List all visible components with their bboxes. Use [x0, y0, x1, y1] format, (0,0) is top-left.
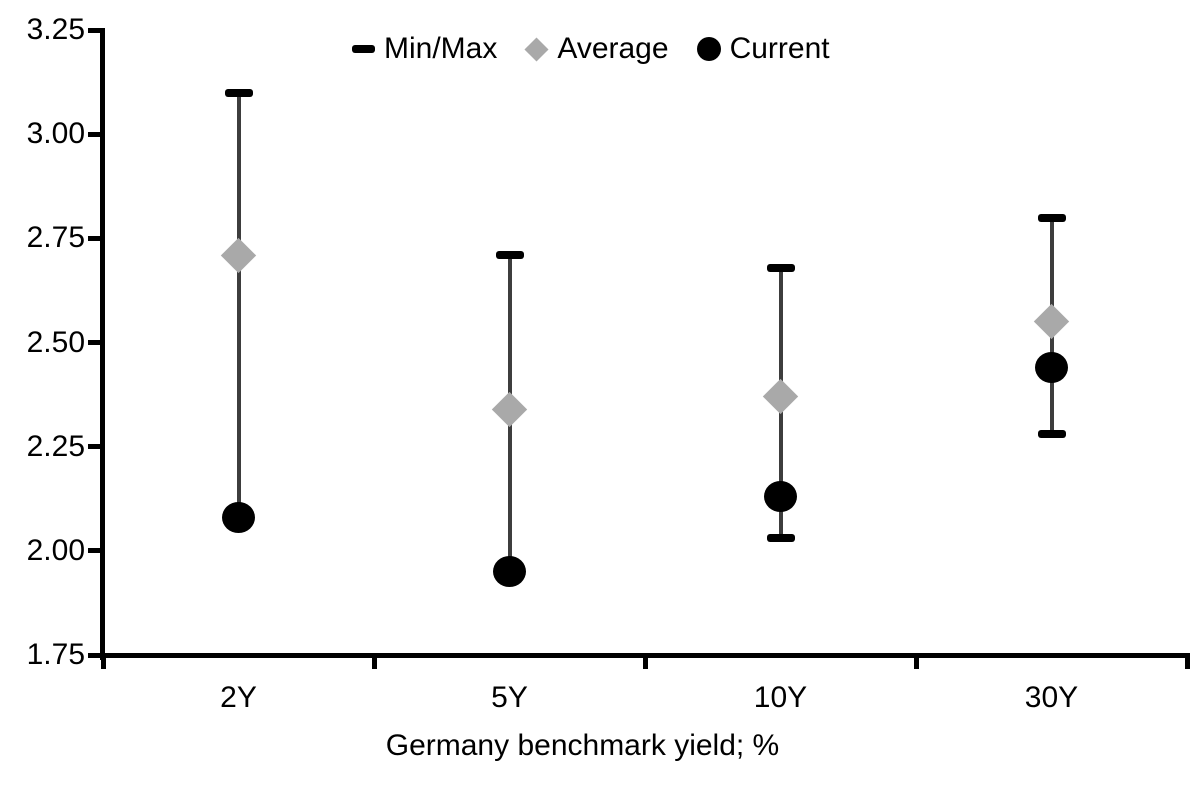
min-cap [766, 534, 795, 543]
legend-item-current: Current [696, 32, 830, 66]
y-tick-label: 2.00 [26, 533, 85, 567]
x-tick-label: 10Y [753, 681, 808, 714]
x-axis-title: Germany benchmark yield; % [385, 729, 780, 762]
legend-label-current: Current [729, 32, 830, 65]
x-tick-label: 30Y [1024, 681, 1079, 714]
min-cap [1037, 430, 1066, 439]
max-cap [766, 263, 795, 272]
y-tick-label: 3.25 [26, 13, 85, 46]
x-axis-tick [371, 653, 377, 669]
x-axis-tick [913, 653, 919, 669]
minmax-range-line [236, 92, 241, 518]
x-axis-tick [1184, 653, 1190, 669]
average-diamond-icon [524, 36, 549, 62]
legend-label-average: Average [557, 32, 669, 65]
max-cap [224, 88, 253, 97]
y-axis-tick [88, 340, 100, 345]
y-axis-tick [88, 27, 100, 33]
y-tick-label: 2.75 [26, 221, 85, 255]
minmax-dash-icon [352, 45, 375, 53]
x-axis-tick [100, 653, 106, 669]
legend-label-minmax: Min/Max [384, 32, 498, 65]
x-axis-tick [642, 653, 648, 669]
y-axis-line [100, 28, 105, 660]
y-tick-label: 3.00 [26, 117, 85, 151]
y-axis-tick [88, 444, 100, 450]
y-tick-label: 2.50 [26, 325, 85, 359]
average-point [1033, 303, 1070, 340]
legend-item-average: Average [524, 32, 669, 66]
current-point [764, 481, 797, 513]
current-circle-icon [696, 37, 721, 61]
max-cap [1037, 213, 1066, 222]
legend-item-minmax: Min/Max [352, 32, 497, 66]
current-point [222, 502, 255, 533]
y-axis-tick [88, 131, 100, 137]
x-tick-label: 5Y [491, 681, 528, 714]
y-axis-tick [88, 652, 100, 658]
max-cap [495, 251, 524, 259]
current-point [1035, 352, 1068, 383]
legend: Min/Max Average Current [352, 32, 830, 66]
y-tick-label: 1.75 [26, 638, 85, 671]
y-axis-tick [88, 235, 100, 241]
current-point [493, 556, 526, 588]
x-tick-label: 2Y [220, 681, 257, 714]
average-point [220, 237, 257, 273]
average-point [491, 391, 528, 427]
y-axis-tick [88, 548, 100, 554]
y-tick-label: 2.25 [26, 429, 85, 463]
average-point [762, 378, 799, 415]
